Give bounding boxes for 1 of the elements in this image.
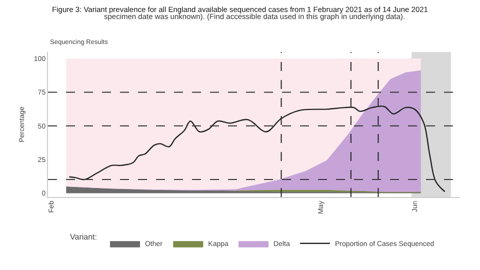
- legend-title: Variant:: [70, 232, 97, 242]
